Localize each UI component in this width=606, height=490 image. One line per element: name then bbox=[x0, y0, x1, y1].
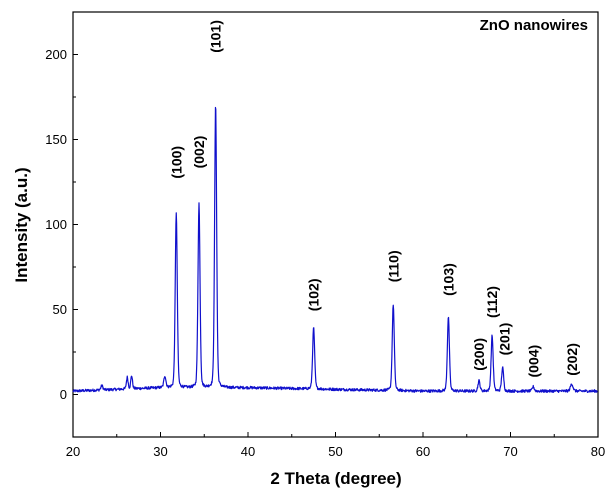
peak-label: (004) bbox=[525, 345, 541, 378]
x-tick-label: 60 bbox=[416, 444, 430, 459]
legend-series-name: ZnO nanowires bbox=[480, 17, 588, 34]
y-tick-label: 50 bbox=[53, 302, 67, 317]
peak-label: (002) bbox=[191, 136, 207, 169]
xrd-series-line bbox=[72, 106, 598, 394]
plot-frame bbox=[72, 11, 599, 438]
peak-label: (112) bbox=[484, 286, 500, 318]
peak-label: (201) bbox=[496, 323, 512, 356]
plot-area: 20 30 40 50 60 70 80 0 50 100 150 200 (100) (002) (101… bbox=[45, 11, 605, 459]
x-tick-label: 20 bbox=[66, 444, 80, 459]
peak-label: (202) bbox=[564, 343, 580, 376]
x-tick-label: 70 bbox=[503, 444, 517, 459]
peak-label: (100) bbox=[168, 146, 184, 179]
y-axis-title: Intensity (a.u.) bbox=[12, 167, 31, 282]
y-tick-label: 0 bbox=[60, 387, 67, 402]
x-tick-label: 50 bbox=[328, 444, 342, 459]
x-axis-title: 2 Theta (degree) bbox=[270, 469, 401, 488]
peak-label: (102) bbox=[306, 279, 322, 312]
peak-label: (103) bbox=[440, 263, 456, 296]
x-tick-label: 80 bbox=[591, 444, 605, 459]
y-tick-label: 150 bbox=[45, 132, 67, 147]
peak-label: (200) bbox=[471, 338, 487, 371]
x-tick-label: 30 bbox=[153, 444, 167, 459]
peak-label: (110) bbox=[385, 250, 401, 282]
x-tick-label: 40 bbox=[241, 444, 255, 459]
peak-label: (101) bbox=[208, 20, 224, 53]
y-tick-label: 100 bbox=[45, 217, 67, 232]
y-tick-label: 200 bbox=[45, 47, 67, 62]
